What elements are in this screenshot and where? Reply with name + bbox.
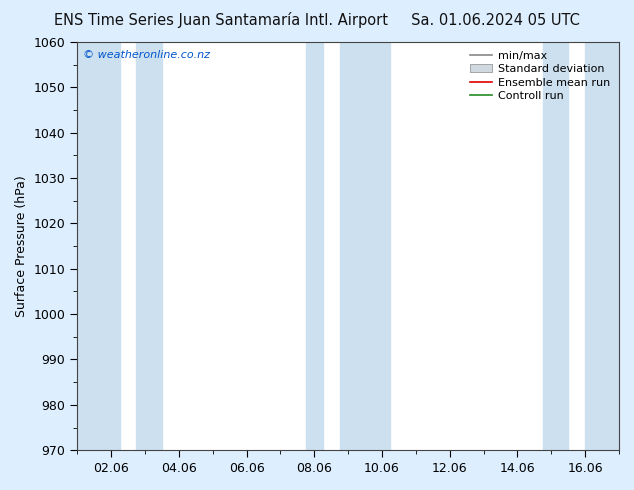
Legend: min/max, Standard deviation, Ensemble mean run, Controll run: min/max, Standard deviation, Ensemble me… — [467, 48, 614, 104]
Bar — [340, 42, 391, 450]
Y-axis label: Surface Pressure (hPa): Surface Pressure (hPa) — [15, 175, 28, 317]
Bar — [543, 42, 568, 450]
Text: © weatheronline.co.nz: © weatheronline.co.nz — [82, 50, 210, 60]
Bar — [306, 42, 323, 450]
Bar — [77, 42, 120, 450]
Bar — [136, 42, 162, 450]
Text: ENS Time Series Juan Santamaría Intl. Airport     Sa. 01.06.2024 05 UTC: ENS Time Series Juan Santamaría Intl. Ai… — [54, 12, 580, 28]
Bar — [585, 42, 619, 450]
